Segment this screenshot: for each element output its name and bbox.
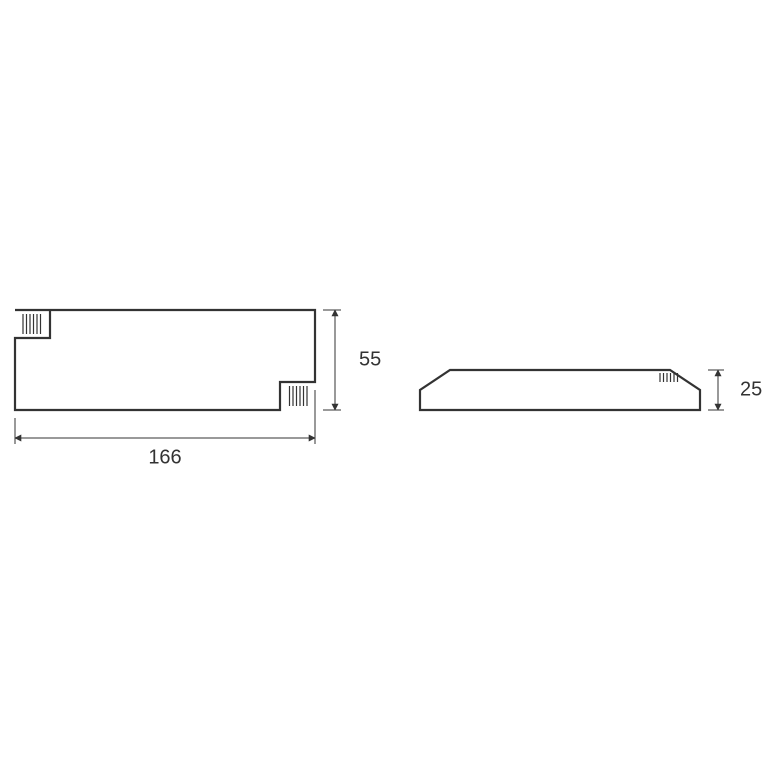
side-dim-height-label: 25: [740, 378, 762, 400]
side-view: 25: [420, 370, 762, 410]
dim-width-label: 166: [148, 446, 181, 468]
dim-height-label: 55: [359, 348, 381, 370]
top-view: 166 55: [15, 310, 381, 468]
